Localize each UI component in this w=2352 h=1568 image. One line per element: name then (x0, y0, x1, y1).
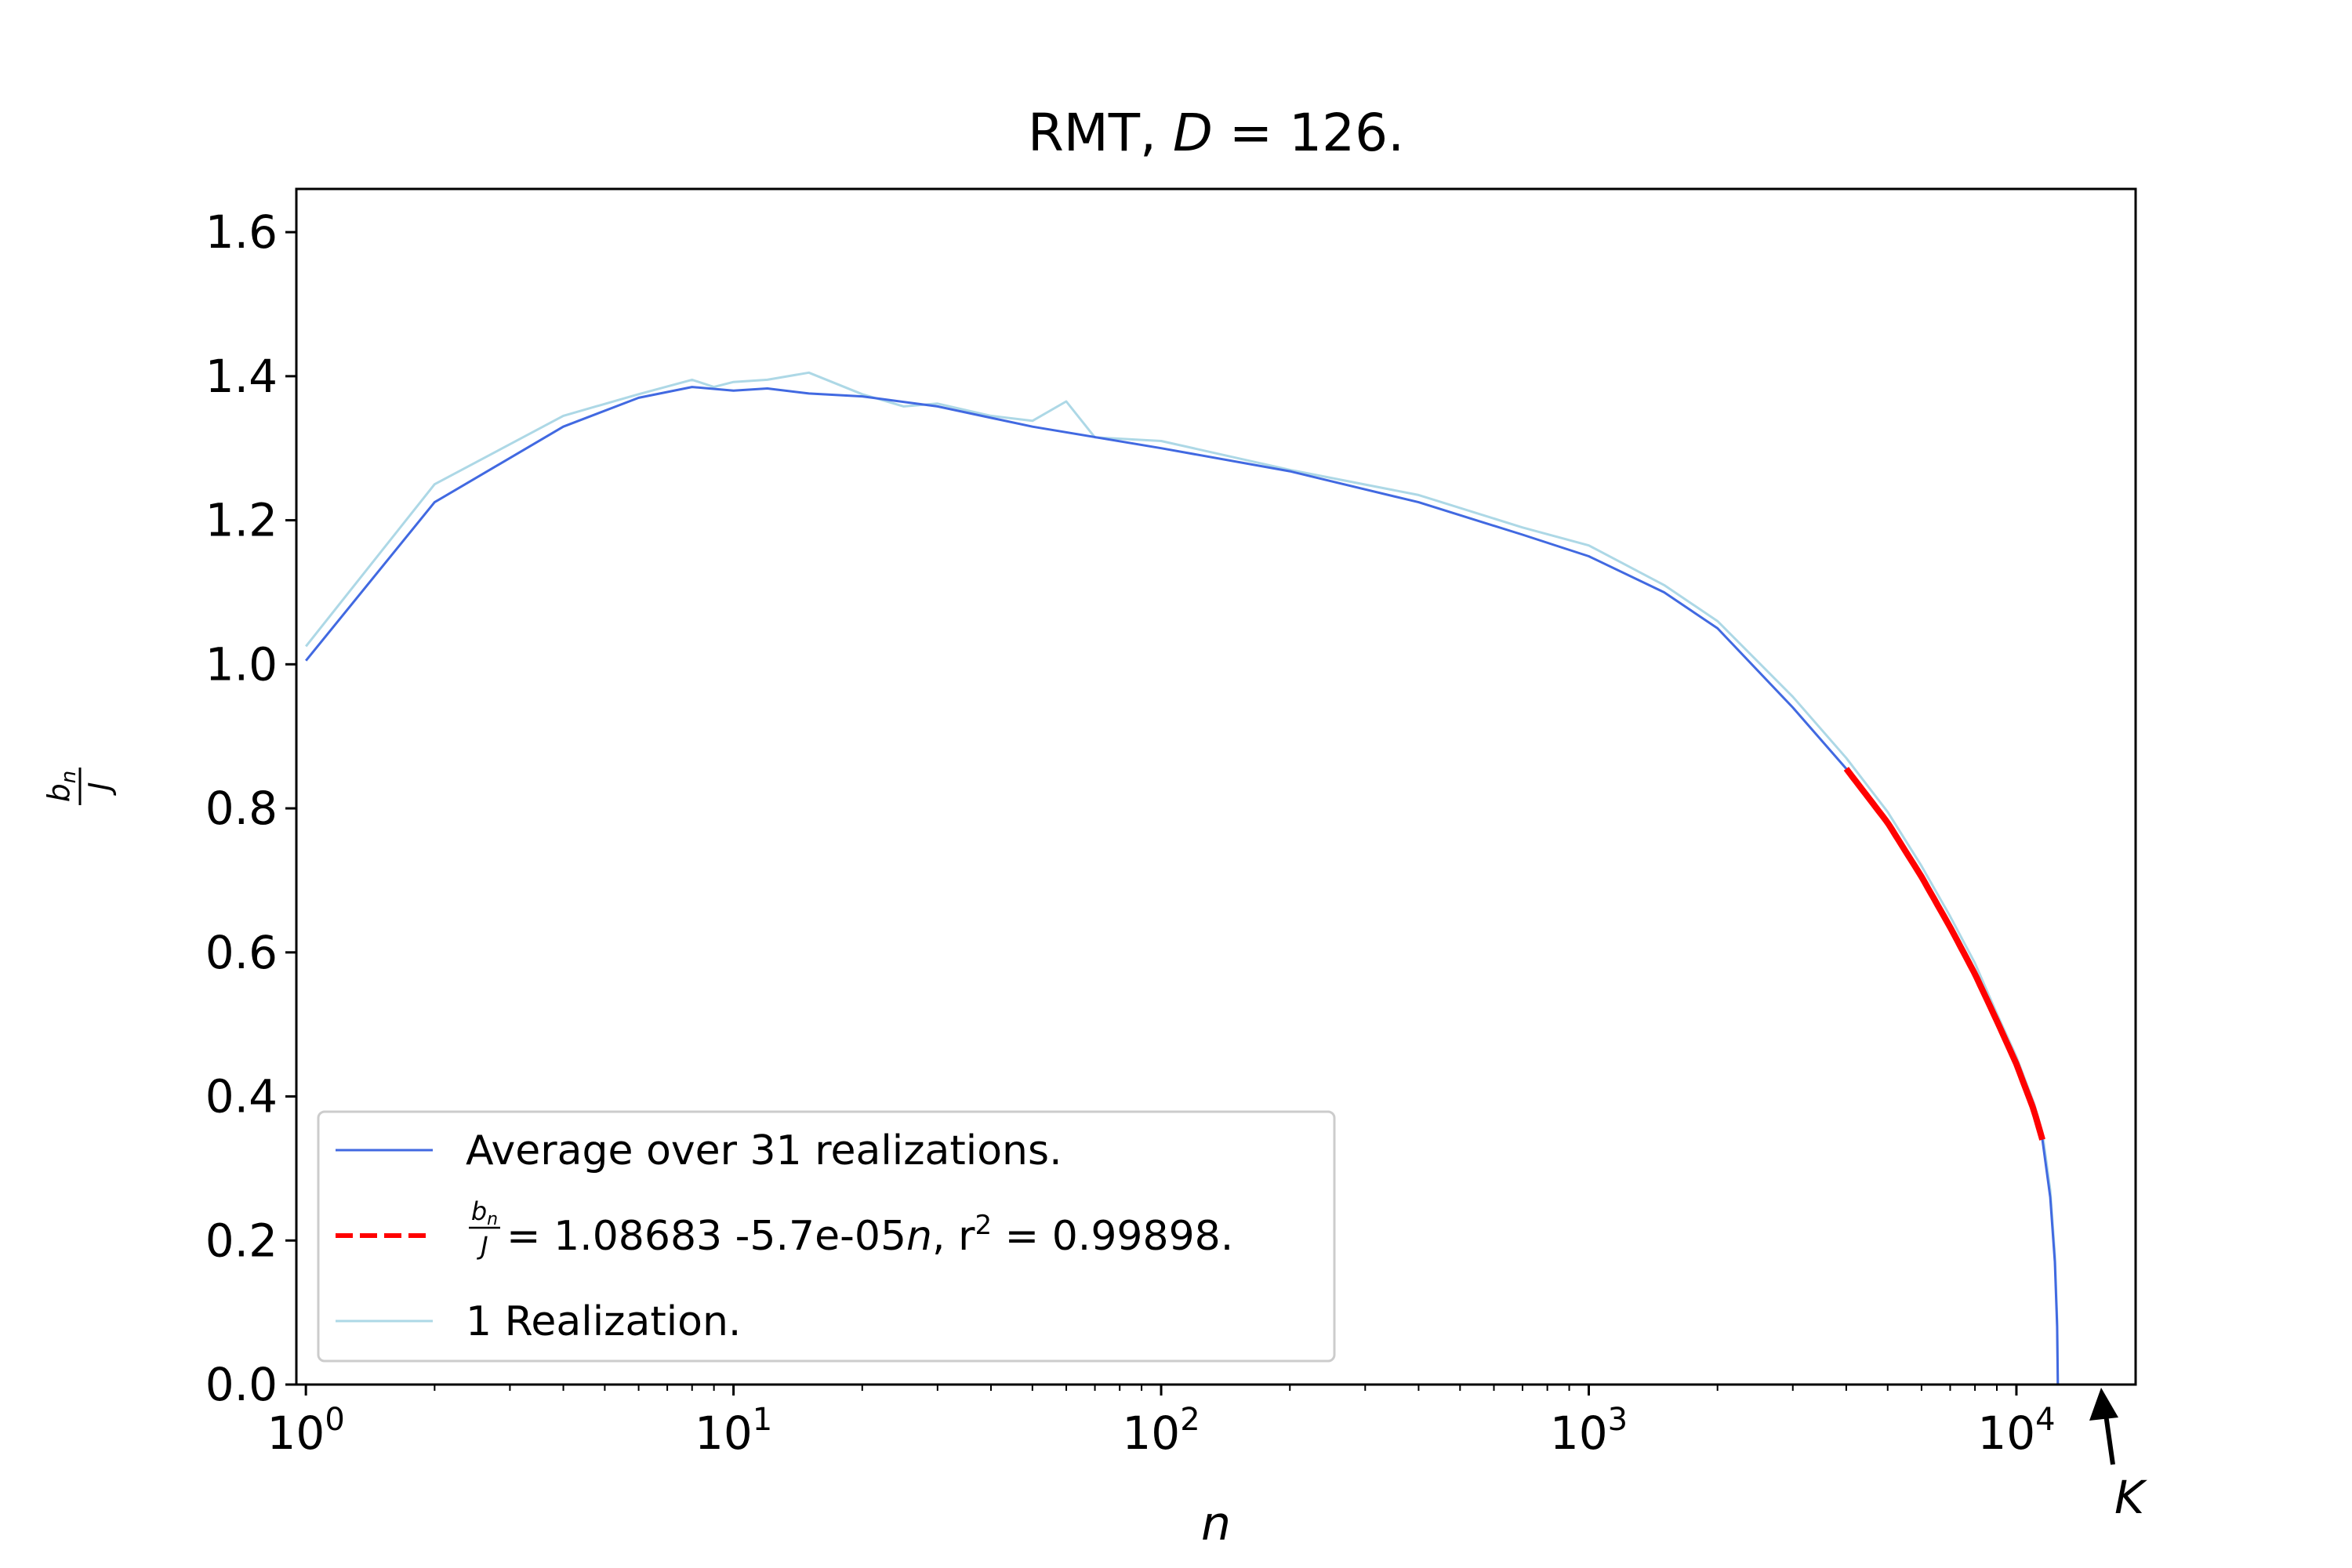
y-tick-label: 1.2 (205, 494, 278, 547)
legend-box (317, 1110, 1336, 1363)
x-tick-label: 101 (695, 1402, 772, 1460)
y-tick-label: 0.4 (205, 1070, 278, 1123)
k-annotation: K (2089, 1388, 2147, 1524)
chart-title: RMT, D = 126. (1028, 103, 1404, 163)
x-axis-label: n (1201, 1497, 1231, 1552)
legend-label-fit: bn J = 1.08683 -5.7e-05n, r2 = 0.99898. (469, 1196, 1233, 1261)
y-tick-label: 0.2 (205, 1214, 278, 1267)
svg-text:= 1.08683 -5.7e-05n, r2 = 0.99: = 1.08683 -5.7e-05n, r2 = 0.99898. (506, 1210, 1233, 1260)
x-tick-label: 104 (1977, 1402, 2055, 1460)
x-tick-label: 103 (1550, 1402, 1628, 1460)
y-axis-label: bn J (42, 768, 117, 805)
svg-text:bn: bn (471, 1196, 498, 1229)
series-line-fit (1843, 767, 2045, 1141)
svg-text:bn: bn (42, 771, 81, 803)
y-tick-label: 1.6 (205, 205, 278, 259)
k-label: K (2114, 1471, 2147, 1524)
x-tick-label: 102 (1122, 1402, 1200, 1460)
y-tick-label: 0.0 (205, 1358, 278, 1411)
plot-frame (295, 187, 2137, 1386)
x-tick-label: 100 (267, 1402, 345, 1460)
legend: Average over 31 realizations. bn J = 1.0… (317, 1110, 1336, 1363)
k-arrow-head (2089, 1388, 2118, 1421)
y-tick-label: 1.4 (205, 350, 278, 403)
x-axis-ticks: 100 101 102 103 104 (267, 1385, 2056, 1460)
y-axis-ticks: 0.0 0.2 0.4 0.6 0.8 1.0 1.2 1.4 1.6 (205, 205, 296, 1411)
y-tick-label: 1.0 (205, 637, 278, 691)
y-tick-label: 0.6 (205, 926, 278, 979)
legend-label-realization: 1 Realization. (466, 1298, 741, 1345)
y-tick-label: 0.8 (205, 782, 278, 835)
svg-text:J: J (82, 782, 117, 796)
legend-label-average: Average over 31 realizations. (466, 1127, 1062, 1174)
